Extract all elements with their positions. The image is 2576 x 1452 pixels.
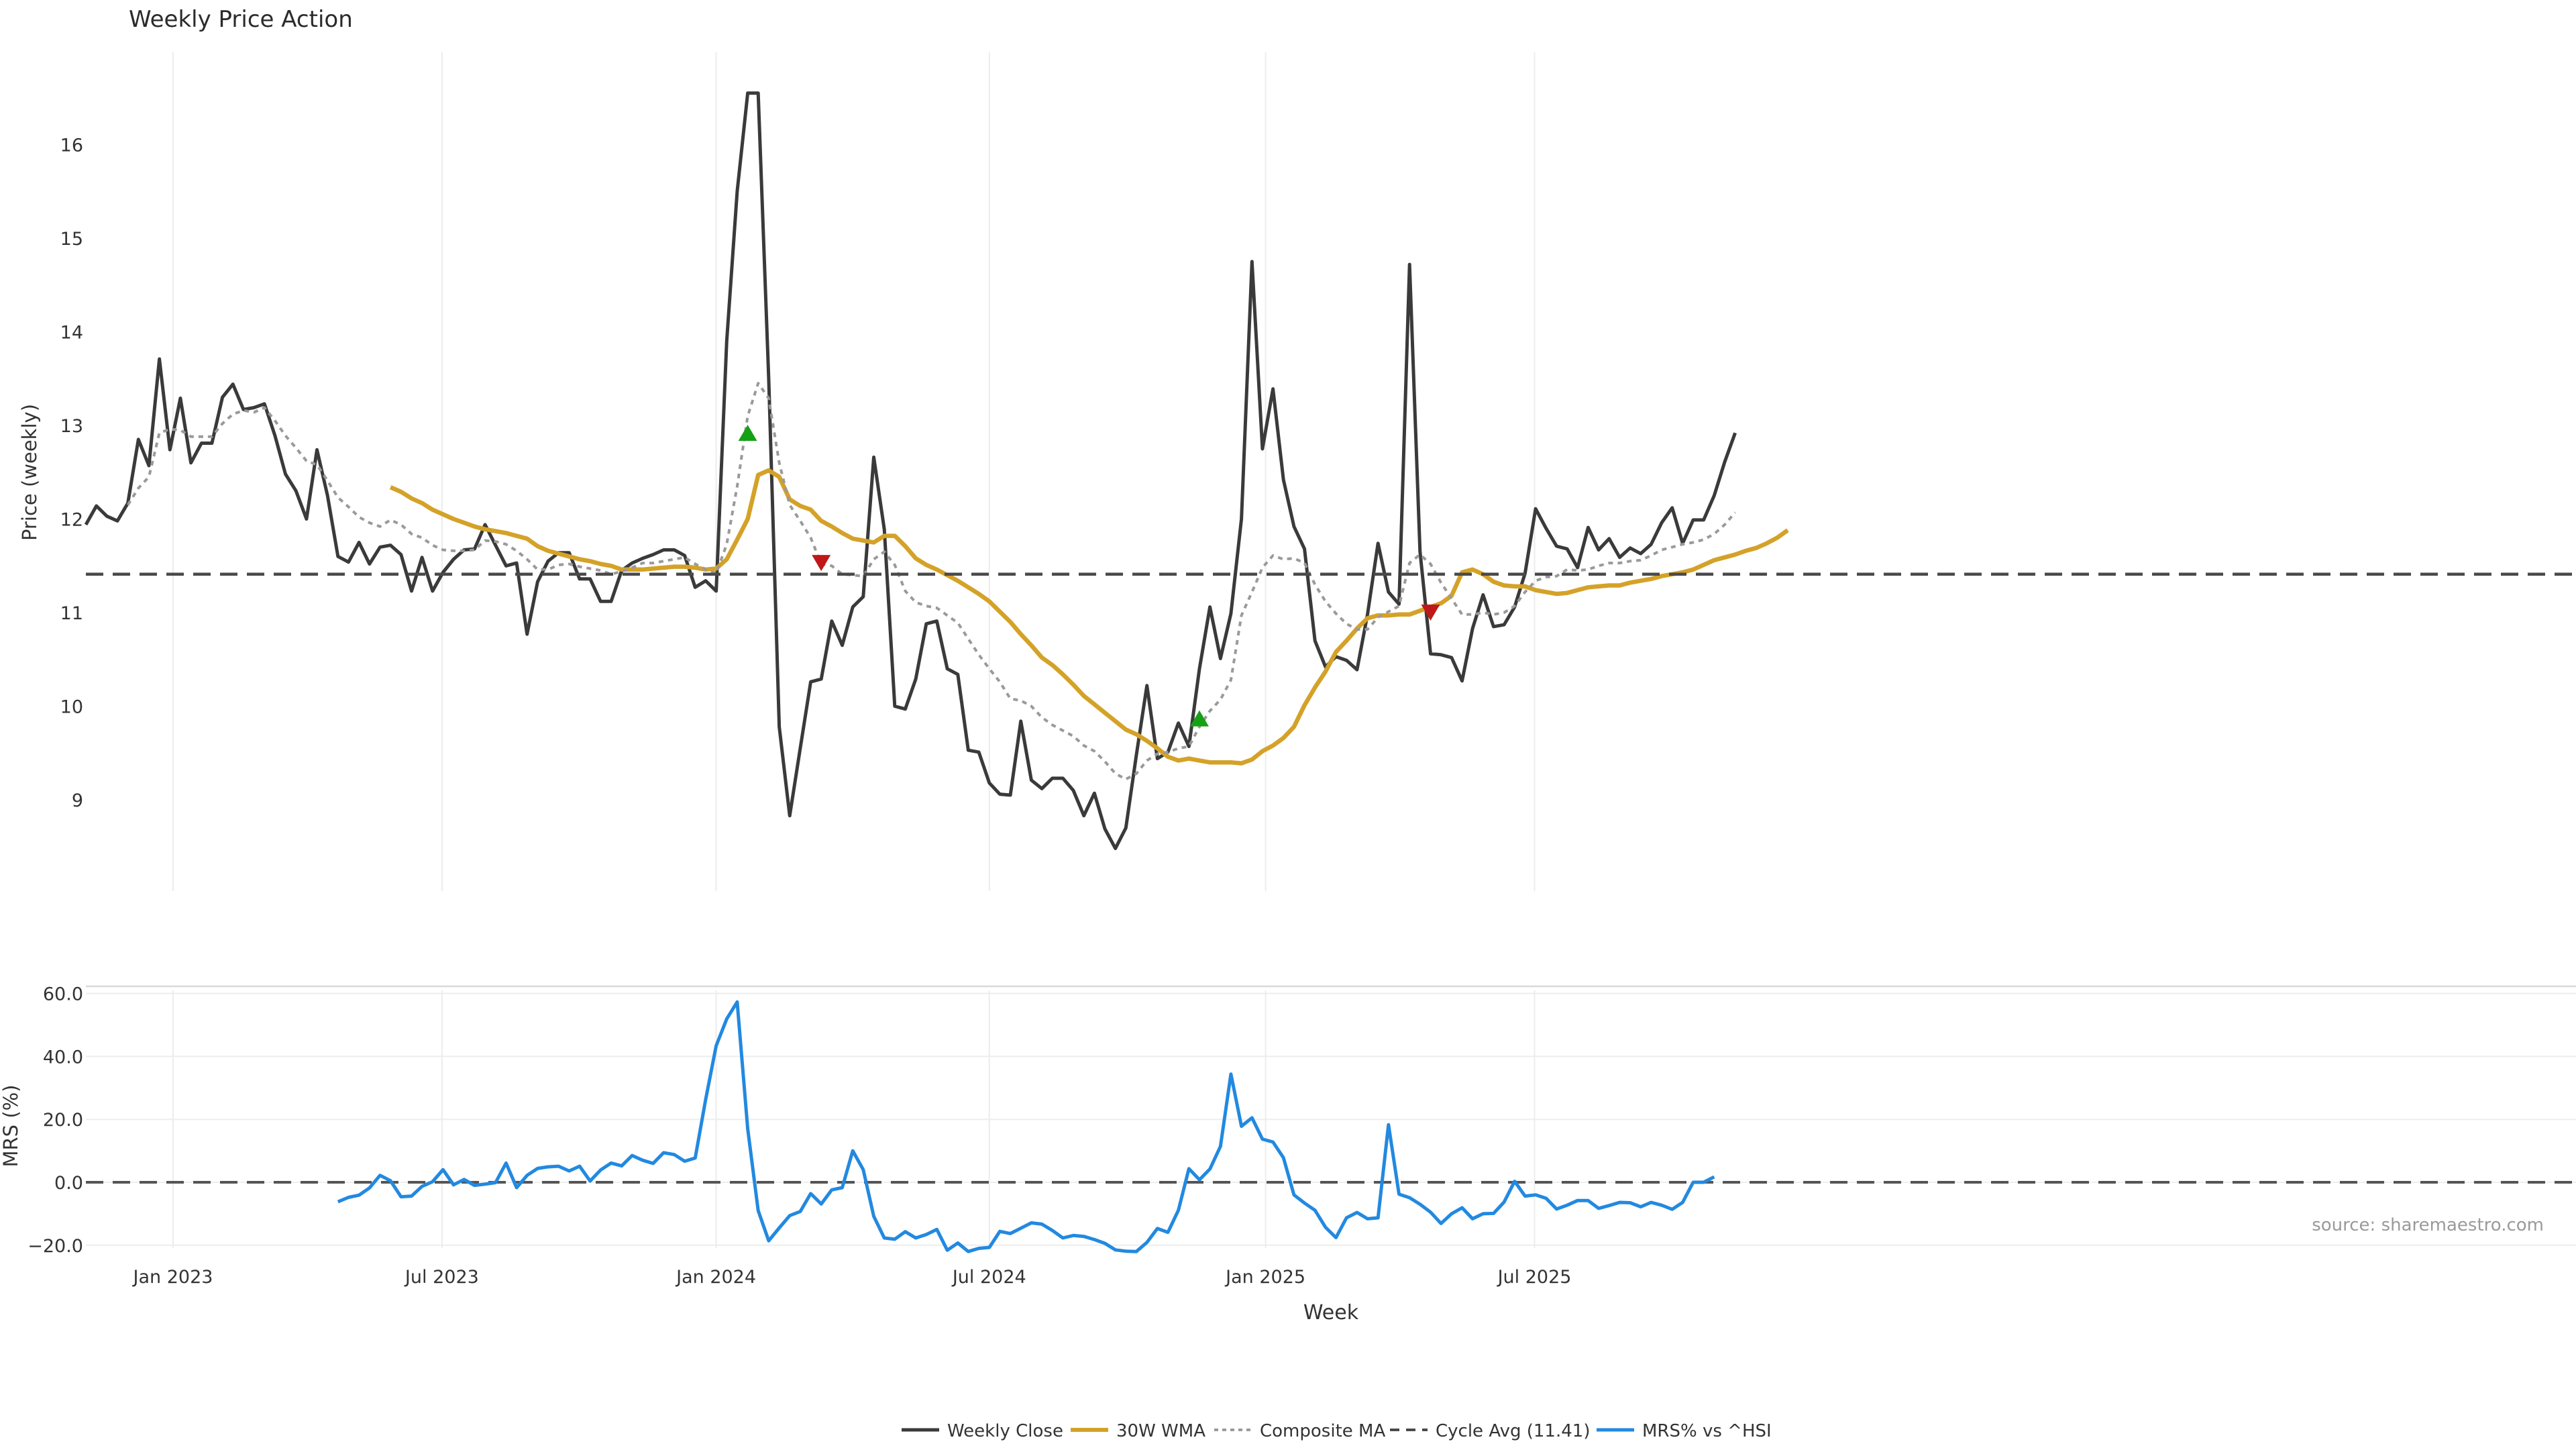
x-tick-label: Jan 2025 <box>1224 1267 1305 1288</box>
legend-entry-label: Composite MA <box>1260 1421 1385 1441</box>
bottom-y-tick-label: 0.0 <box>54 1173 83 1194</box>
top-y-tick-label: 9 <box>72 790 83 811</box>
x-tick-label: Jan 2023 <box>132 1267 213 1288</box>
top-y-tick-label: 12 <box>60 510 83 531</box>
composite-ma-line <box>126 382 1737 781</box>
top-y-tick-label: 13 <box>60 416 83 437</box>
buy-signal-marker <box>1189 710 1209 727</box>
x-tick-label: Jul 2023 <box>404 1267 479 1288</box>
top-y-tick-label: 16 <box>60 136 83 156</box>
legend-entry-label: 30W WMA <box>1116 1421 1205 1441</box>
weekly-close-line <box>84 91 1737 850</box>
bottom-y-tick-label: −20.0 <box>28 1236 83 1257</box>
legend-entry-label: MRS% vs ^HSI <box>1642 1421 1772 1441</box>
source-annotation: source: sharemaestro.com <box>2312 1215 2544 1235</box>
buy-signal-marker <box>738 425 757 442</box>
bottom-y-tick-label: 40.0 <box>43 1047 83 1068</box>
sell-signal-marker <box>1421 605 1440 621</box>
mrs-line <box>337 1000 1715 1253</box>
bottom-y-tick-label: 20.0 <box>43 1110 83 1131</box>
chart-title: Weekly Price Action <box>129 6 353 33</box>
legend: Weekly Close 30W WMA Composite MA Cycle Avg… <box>902 1421 1772 1441</box>
top-y-tick-label: 14 <box>60 323 83 344</box>
top-y-tick-label: 15 <box>60 229 83 250</box>
sell-signal-marker <box>812 555 831 572</box>
top-y-axis-label: Price (weekly) <box>18 404 41 541</box>
x-tick-label: Jul 2025 <box>1497 1267 1572 1288</box>
legend-entry-label: Cycle Avg (11.41) <box>1436 1421 1590 1441</box>
bottom-y-tick-label: 60.0 <box>43 984 83 1005</box>
x-axis-label: Week <box>1303 1301 1359 1325</box>
x-tick-label: Jan 2024 <box>675 1267 756 1288</box>
legend-entry-label: Weekly Close <box>947 1421 1063 1441</box>
top-y-tick-label: 11 <box>60 603 83 624</box>
bottom-y-axis-label: MRS (%) <box>0 1085 22 1168</box>
x-tick-label: Jul 2024 <box>951 1267 1026 1288</box>
top-y-tick-label: 10 <box>60 697 83 718</box>
